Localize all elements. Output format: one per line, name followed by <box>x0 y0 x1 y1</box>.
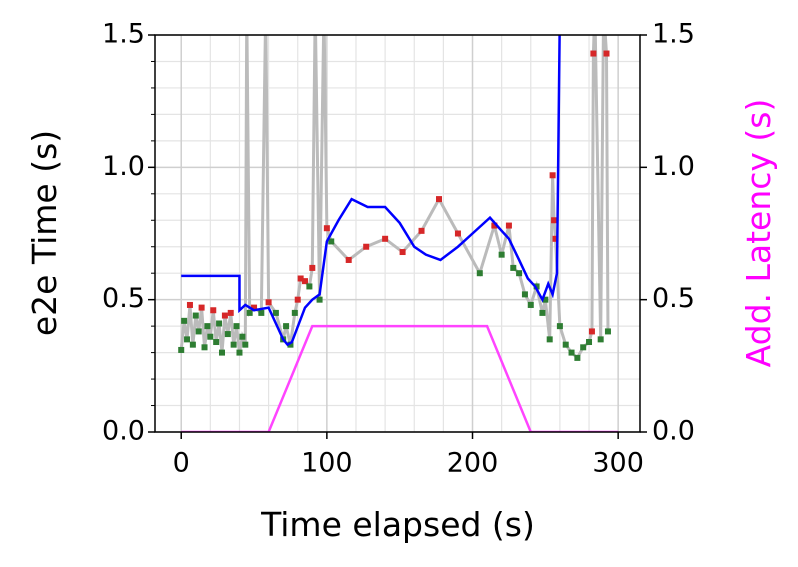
y-axis-label: e2e Time (s) <box>25 130 64 336</box>
point <box>510 264 517 271</box>
point <box>552 235 559 242</box>
x-axis-label: Time elapsed (s) <box>260 505 535 544</box>
point <box>399 249 406 256</box>
x-tick-label: 300 <box>592 448 644 479</box>
point <box>498 251 505 258</box>
point <box>204 323 211 330</box>
point <box>265 299 272 306</box>
point <box>287 341 294 348</box>
point <box>546 336 553 343</box>
point <box>328 238 335 245</box>
point <box>312 6 318 12</box>
point <box>574 354 581 361</box>
point <box>246 309 253 316</box>
point <box>178 346 185 353</box>
point <box>551 217 558 224</box>
point <box>601 6 607 12</box>
point <box>580 344 587 351</box>
point <box>198 304 205 311</box>
point <box>291 309 298 316</box>
point <box>604 328 611 335</box>
y-tick-label: 0.0 <box>102 416 145 447</box>
point <box>263 6 269 12</box>
y2-tick-label: 0.0 <box>652 416 695 447</box>
point <box>309 264 316 271</box>
point <box>244 6 250 12</box>
point <box>590 50 597 57</box>
point <box>436 196 443 203</box>
point <box>382 235 389 242</box>
point <box>562 341 569 348</box>
point <box>302 278 309 285</box>
point <box>306 283 313 290</box>
point <box>242 341 249 348</box>
series-line <box>181 35 561 347</box>
y2-axis-label: Add. Latency (s) <box>739 99 778 368</box>
point <box>184 336 191 343</box>
plot-frame <box>154 34 641 433</box>
point <box>181 317 188 324</box>
point <box>476 270 483 277</box>
point <box>363 243 370 250</box>
point <box>221 312 228 319</box>
point <box>418 227 425 234</box>
point <box>542 296 549 303</box>
point <box>192 312 199 319</box>
point <box>283 323 290 330</box>
point <box>210 307 217 314</box>
point <box>224 331 231 338</box>
point <box>588 328 595 335</box>
point <box>592 6 598 12</box>
point <box>213 339 220 346</box>
point <box>236 349 243 356</box>
point <box>454 230 461 237</box>
point <box>521 291 528 298</box>
point <box>549 172 556 179</box>
point <box>603 50 610 57</box>
point <box>345 256 352 263</box>
point <box>321 6 327 12</box>
point <box>258 309 265 316</box>
point <box>505 222 512 229</box>
y2-tick-label: 1.0 <box>652 151 695 182</box>
point <box>201 344 208 351</box>
point <box>586 339 593 346</box>
x-tick-label: 100 <box>301 448 353 479</box>
point <box>186 301 193 308</box>
plot-area <box>178 6 619 432</box>
point <box>294 296 301 303</box>
y-tick-label: 0.5 <box>102 283 145 314</box>
y2-tick-label: 0.5 <box>652 283 695 314</box>
point <box>491 222 498 229</box>
point <box>316 296 323 303</box>
point <box>251 304 258 311</box>
point <box>239 333 246 340</box>
point <box>516 270 523 277</box>
x-tick-label: 200 <box>447 448 499 479</box>
y2-tick-label: 1.5 <box>652 19 695 50</box>
y-tick-label: 1.0 <box>102 151 145 182</box>
point <box>527 301 534 308</box>
point <box>533 283 540 290</box>
point <box>189 341 196 348</box>
point <box>218 349 225 356</box>
point <box>207 333 214 340</box>
point <box>323 225 330 232</box>
point <box>568 349 575 356</box>
point <box>233 323 240 330</box>
y-tick-label: 1.5 <box>102 19 145 50</box>
point <box>216 320 223 327</box>
point <box>597 336 604 343</box>
point <box>297 275 304 282</box>
point <box>230 341 237 348</box>
point <box>195 328 202 335</box>
series-line <box>181 324 619 432</box>
point <box>227 309 234 316</box>
point <box>272 309 279 316</box>
x-tick-label: 0 <box>173 448 190 479</box>
point <box>539 309 546 316</box>
point <box>556 323 563 330</box>
